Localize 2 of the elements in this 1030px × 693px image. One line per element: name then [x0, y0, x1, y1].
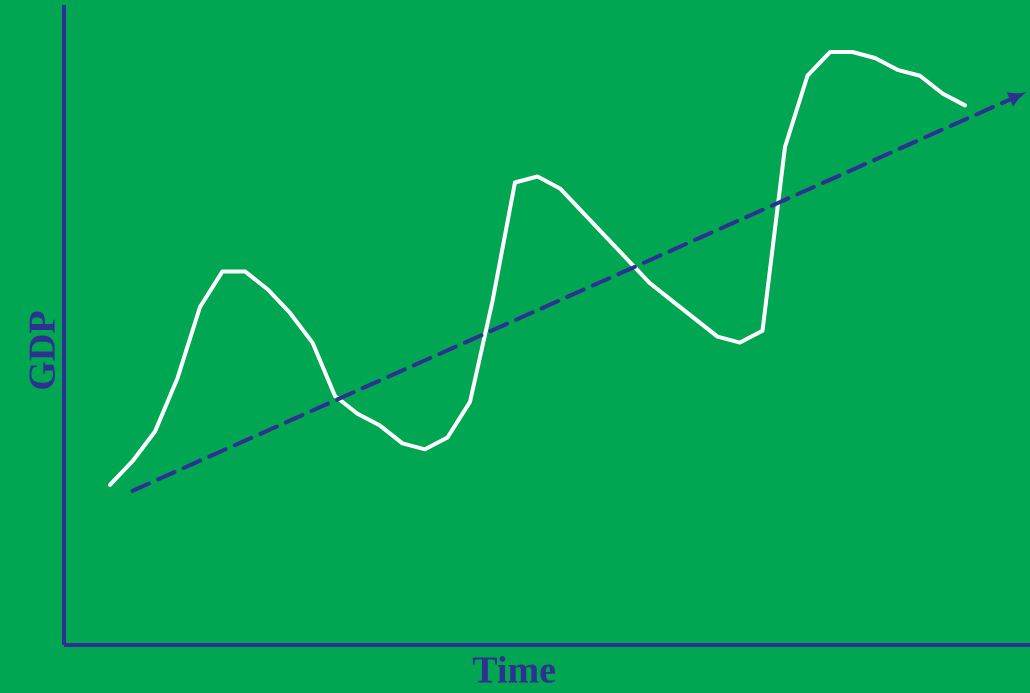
y-axis-title: GDP [29, 311, 55, 389]
x-axis-title: Time [472, 656, 556, 683]
